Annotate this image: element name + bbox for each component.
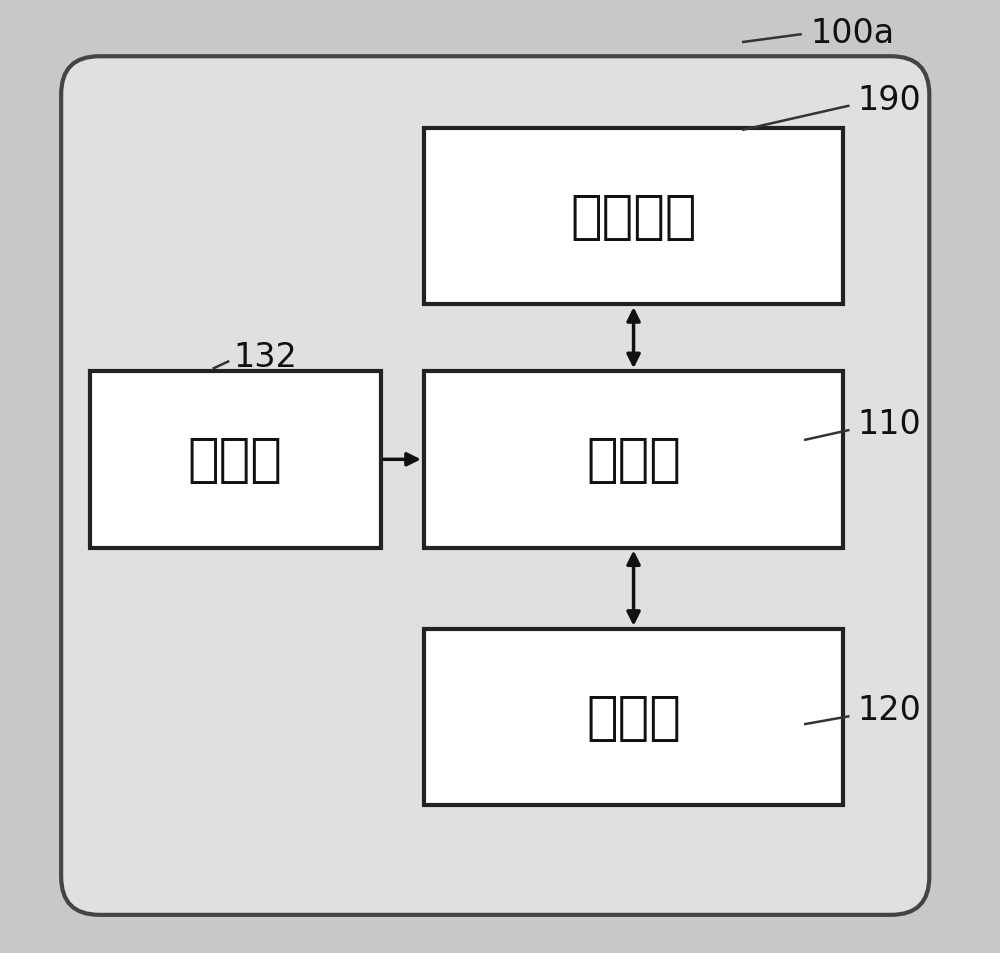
- Bar: [424, 372, 843, 548]
- FancyBboxPatch shape: [61, 57, 929, 915]
- Text: 110: 110: [858, 408, 921, 440]
- Text: 132: 132: [233, 341, 297, 374]
- Text: 190: 190: [858, 84, 921, 116]
- Text: 存储单元: 存储单元: [570, 191, 697, 243]
- Text: 100a: 100a: [810, 17, 894, 50]
- Bar: [90, 372, 381, 548]
- Bar: [424, 629, 843, 805]
- Text: 显示器: 显示器: [586, 691, 681, 743]
- Text: 控制器: 控制器: [586, 434, 681, 486]
- Text: 120: 120: [858, 694, 922, 726]
- Bar: [424, 129, 843, 305]
- Text: 照相机: 照相机: [188, 434, 283, 486]
